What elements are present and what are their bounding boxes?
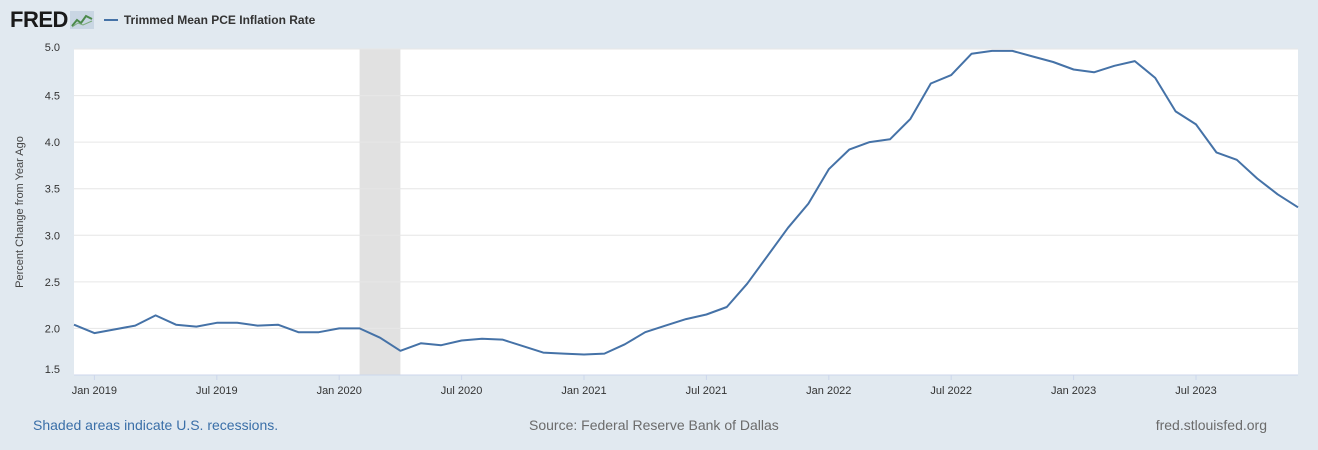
y-tick-label: 1.5 [45, 364, 60, 376]
plot-area [74, 49, 1298, 375]
x-tick-label: Jan 2023 [1051, 385, 1096, 397]
fred-logo[interactable]: FRED [10, 7, 94, 33]
x-tick-label: Jan 2021 [561, 385, 606, 397]
source-text: Source: Federal Reserve Bank of Dallas [529, 417, 779, 433]
recession-band [359, 49, 401, 375]
y-tick-label: 3.0 [45, 230, 60, 242]
legend-label: Trimmed Mean PCE Inflation Rate [123, 13, 316, 27]
x-tick-label: Jul 2020 [441, 385, 483, 397]
site-link[interactable]: fred.stlouisfed.org [1155, 417, 1267, 433]
line-chart: 1.5 2.0 2.5 3.0 3.5 4.0 4.5 5.0 Jan 2019 Jul 201… [14, 42, 1299, 397]
x-tick-label: Jan 2020 [317, 385, 362, 397]
legend-swatch [103, 19, 118, 21]
y-tick-label: 3.5 [45, 184, 60, 196]
x-tick-label: Jul 2023 [1175, 385, 1217, 397]
legend: Trimmed Mean PCE Inflation Rate [103, 13, 316, 27]
recession-note: Shaded areas indicate U.S. recessions. [33, 417, 279, 433]
x-tick-label: Jan 2019 [72, 385, 117, 397]
chart-header: FRED Trimmed Mean PCE Inflation Rate [10, 6, 315, 34]
x-tick-label: Jul 2021 [686, 385, 728, 397]
y-tick-label: 4.0 [45, 137, 60, 149]
series-line [73, 49, 1299, 356]
x-tick-label: Jul 2019 [196, 385, 238, 397]
y-tick-label: 2.0 [45, 323, 60, 335]
y-axis-label: Percent Change from Year Ago [14, 136, 26, 288]
x-tick-label: Jul 2022 [930, 385, 972, 397]
x-tick-label: Jan 2022 [806, 385, 851, 397]
graph-icon [69, 11, 94, 29]
y-tick-label: 5.0 [45, 42, 60, 54]
y-tick-label: 2.5 [45, 277, 60, 289]
y-tick-label: 4.5 [45, 91, 60, 103]
logo-text: FRED [10, 7, 68, 32]
